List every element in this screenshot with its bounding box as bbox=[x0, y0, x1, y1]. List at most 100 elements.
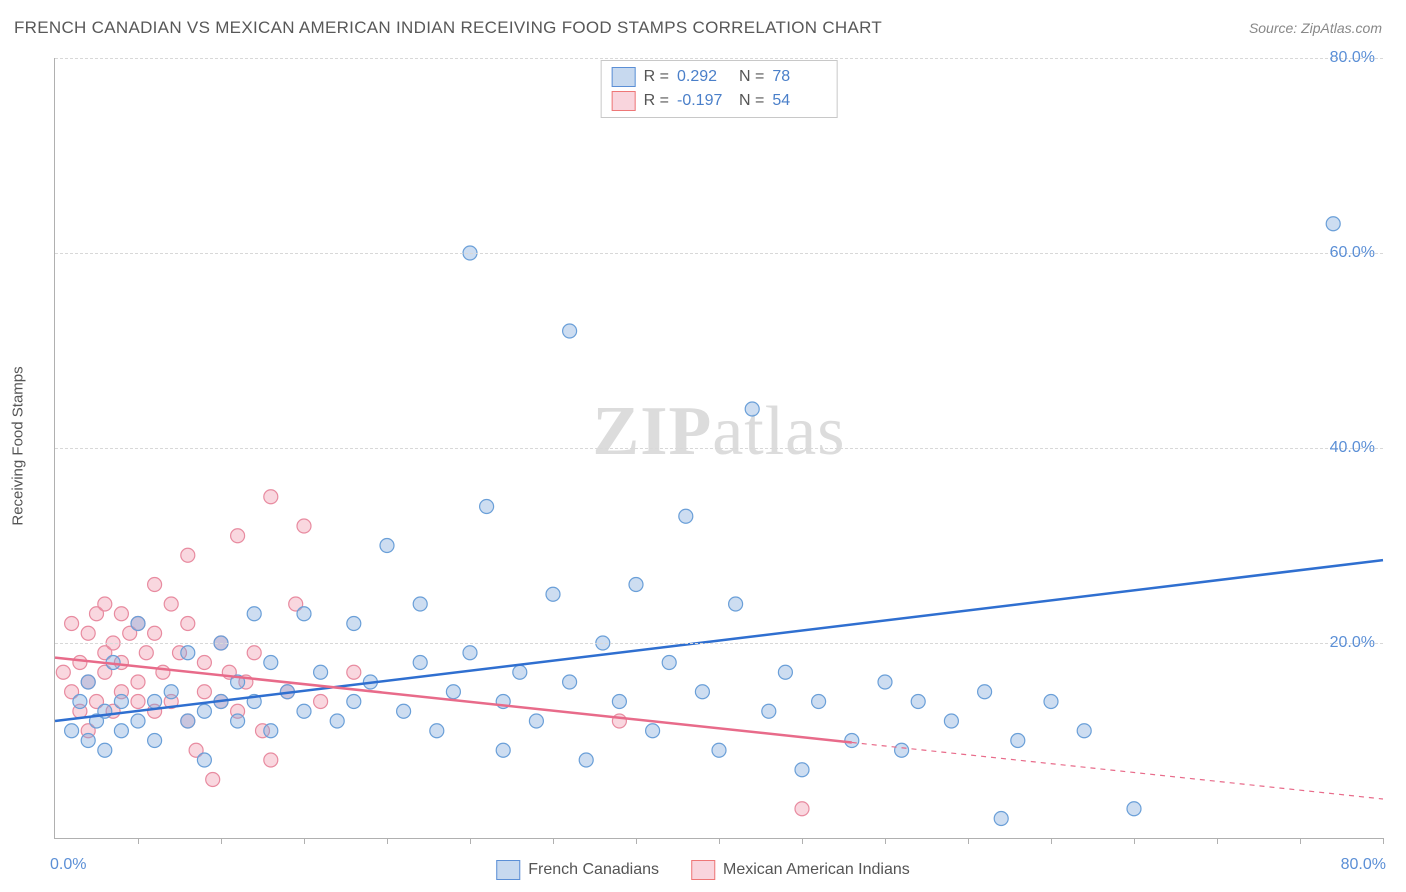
swatch-pink-icon bbox=[691, 860, 715, 880]
scatter-point bbox=[1127, 802, 1141, 816]
legend-item-blue: French Canadians bbox=[496, 860, 659, 880]
scatter-point bbox=[1326, 217, 1340, 231]
scatter-point bbox=[164, 597, 178, 611]
scatter-point bbox=[662, 656, 676, 670]
scatter-point bbox=[181, 646, 195, 660]
legend-label-pink: Mexican American Indians bbox=[723, 861, 910, 879]
scatter-point bbox=[139, 646, 153, 660]
y-axis-label: Receiving Food Stamps bbox=[10, 366, 27, 525]
scatter-point bbox=[513, 665, 527, 679]
scatter-point bbox=[695, 685, 709, 699]
scatter-point bbox=[231, 714, 245, 728]
x-tick bbox=[719, 838, 720, 844]
scatter-point bbox=[347, 617, 361, 631]
scatter-point bbox=[480, 500, 494, 514]
x-tick bbox=[885, 838, 886, 844]
trend-line-dashed bbox=[852, 742, 1383, 799]
x-tick bbox=[387, 838, 388, 844]
scatter-point bbox=[264, 490, 278, 504]
gridline bbox=[55, 58, 1383, 59]
scatter-point bbox=[944, 714, 958, 728]
scatter-point bbox=[131, 714, 145, 728]
scatter-point bbox=[98, 597, 112, 611]
legend-item-pink: Mexican American Indians bbox=[691, 860, 910, 880]
x-tick bbox=[138, 838, 139, 844]
scatter-point bbox=[795, 802, 809, 816]
scatter-point bbox=[762, 704, 776, 718]
scatter-point bbox=[646, 724, 660, 738]
scatter-point bbox=[895, 743, 909, 757]
scatter-point bbox=[563, 324, 577, 338]
scatter-point bbox=[330, 714, 344, 728]
n-value-blue: 78 bbox=[772, 68, 826, 86]
scatter-point bbox=[114, 724, 128, 738]
scatter-point bbox=[231, 529, 245, 543]
y-tick-label: 20.0% bbox=[1330, 634, 1375, 652]
scatter-point bbox=[264, 724, 278, 738]
scatter-point bbox=[911, 695, 925, 709]
x-tick bbox=[304, 838, 305, 844]
scatter-point bbox=[812, 695, 826, 709]
scatter-point bbox=[297, 519, 311, 533]
plot-area: ZIPatlas R = 0.292 N = 78 R = -0.197 N =… bbox=[54, 58, 1383, 839]
scatter-point bbox=[778, 665, 792, 679]
scatter-point bbox=[463, 646, 477, 660]
scatter-point bbox=[181, 548, 195, 562]
scatter-point bbox=[1011, 734, 1025, 748]
scatter-point bbox=[114, 607, 128, 621]
scatter-point bbox=[164, 685, 178, 699]
x-tick bbox=[802, 838, 803, 844]
scatter-point bbox=[131, 675, 145, 689]
scatter-point bbox=[181, 714, 195, 728]
scatter-point bbox=[679, 509, 693, 523]
scatter-point bbox=[73, 656, 87, 670]
scatter-point bbox=[612, 695, 626, 709]
scatter-point bbox=[264, 656, 278, 670]
scatter-point bbox=[131, 695, 145, 709]
scatter-point bbox=[197, 656, 211, 670]
scatter-point bbox=[65, 724, 79, 738]
scatter-point bbox=[496, 743, 510, 757]
scatter-point bbox=[347, 665, 361, 679]
legend-stats-box: R = 0.292 N = 78 R = -0.197 N = 54 bbox=[601, 60, 838, 118]
scatter-point bbox=[978, 685, 992, 699]
legend-stats-row-blue: R = 0.292 N = 78 bbox=[612, 65, 827, 89]
scatter-point bbox=[629, 578, 643, 592]
scatter-point bbox=[114, 695, 128, 709]
swatch-blue-icon bbox=[496, 860, 520, 880]
scatter-point bbox=[148, 578, 162, 592]
scatter-point bbox=[712, 743, 726, 757]
n-label: N = bbox=[739, 68, 764, 86]
scatter-point bbox=[347, 695, 361, 709]
scatter-point bbox=[1044, 695, 1058, 709]
r-label: R = bbox=[644, 92, 669, 110]
x-tick bbox=[968, 838, 969, 844]
scatter-point bbox=[397, 704, 411, 718]
scatter-point bbox=[745, 402, 759, 416]
r-value-pink: -0.197 bbox=[677, 92, 731, 110]
n-value-pink: 54 bbox=[772, 92, 826, 110]
scatter-point bbox=[878, 675, 892, 689]
scatter-point bbox=[430, 724, 444, 738]
scatter-point bbox=[98, 743, 112, 757]
scatter-point bbox=[413, 597, 427, 611]
legend-series: French Canadians Mexican American Indian… bbox=[496, 860, 910, 880]
y-tick-label: 40.0% bbox=[1330, 439, 1375, 457]
scatter-point bbox=[148, 695, 162, 709]
x-tick bbox=[1051, 838, 1052, 844]
scatter-point bbox=[148, 734, 162, 748]
x-tick bbox=[1217, 838, 1218, 844]
scatter-point bbox=[314, 695, 328, 709]
gridline bbox=[55, 643, 1383, 644]
scatter-point bbox=[529, 714, 543, 728]
chart-title: FRENCH CANADIAN VS MEXICAN AMERICAN INDI… bbox=[14, 18, 882, 38]
gridline bbox=[55, 253, 1383, 254]
x-tick bbox=[553, 838, 554, 844]
y-tick-label: 80.0% bbox=[1330, 49, 1375, 67]
r-label: R = bbox=[644, 68, 669, 86]
trend-line bbox=[55, 560, 1383, 721]
scatter-point bbox=[181, 617, 195, 631]
scatter-point bbox=[81, 626, 95, 640]
x-tick bbox=[221, 838, 222, 844]
scatter-point bbox=[264, 753, 278, 767]
